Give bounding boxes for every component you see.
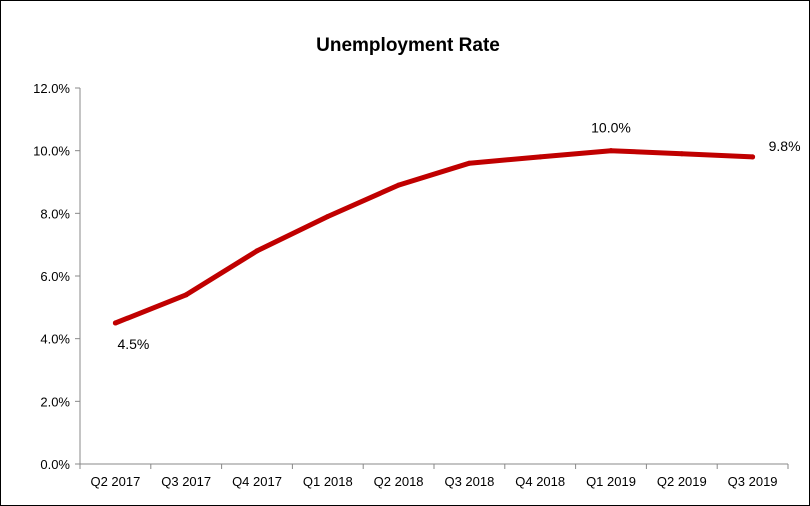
data-point	[254, 248, 260, 254]
y-tick-label: 12.0%	[33, 81, 70, 96]
data-point	[679, 151, 685, 157]
data-point	[112, 320, 118, 326]
x-tick-label: Q2 2017	[90, 474, 140, 489]
data-label: 9.8%	[769, 138, 801, 154]
data-point	[466, 160, 472, 166]
x-tick-label: Q4 2018	[515, 474, 565, 489]
y-tick-label: 6.0%	[40, 269, 70, 284]
data-point	[537, 154, 543, 160]
x-tick-label: Q3 2019	[728, 474, 778, 489]
x-tick-label: Q1 2018	[303, 474, 353, 489]
x-tick-label: Q4 2017	[232, 474, 282, 489]
y-tick-label: 10.0%	[33, 144, 70, 159]
series-group	[112, 148, 756, 326]
series-line	[112, 148, 756, 326]
data-label: 4.5%	[117, 336, 149, 352]
data-labels: 4.5% 10.0% 9.8%	[117, 120, 800, 352]
y-tick-label: 8.0%	[40, 206, 70, 221]
x-tick-label: Q2 2019	[657, 474, 707, 489]
data-point	[183, 292, 189, 298]
data-point	[325, 213, 331, 219]
data-point	[750, 154, 756, 160]
y-tick-label: 2.0%	[40, 394, 70, 409]
data-point	[396, 182, 402, 188]
y-tick-label: 4.0%	[40, 332, 70, 347]
x-tick-label: Q1 2019	[586, 474, 636, 489]
y-tick-label: 0.0%	[40, 457, 70, 472]
x-tick-label: Q3 2017	[161, 474, 211, 489]
data-label: 10.0%	[591, 120, 631, 136]
x-tick-label: Q3 2018	[444, 474, 494, 489]
data-point	[608, 148, 614, 154]
chart-title: Unemployment Rate	[316, 35, 500, 56]
axes: 0.0% 2.0% 4.0% 6.0% 8.0% 10.0% 12.0% Q2 2017 Q3 …	[33, 81, 789, 489]
x-tick-label: Q2 2018	[374, 474, 424, 489]
